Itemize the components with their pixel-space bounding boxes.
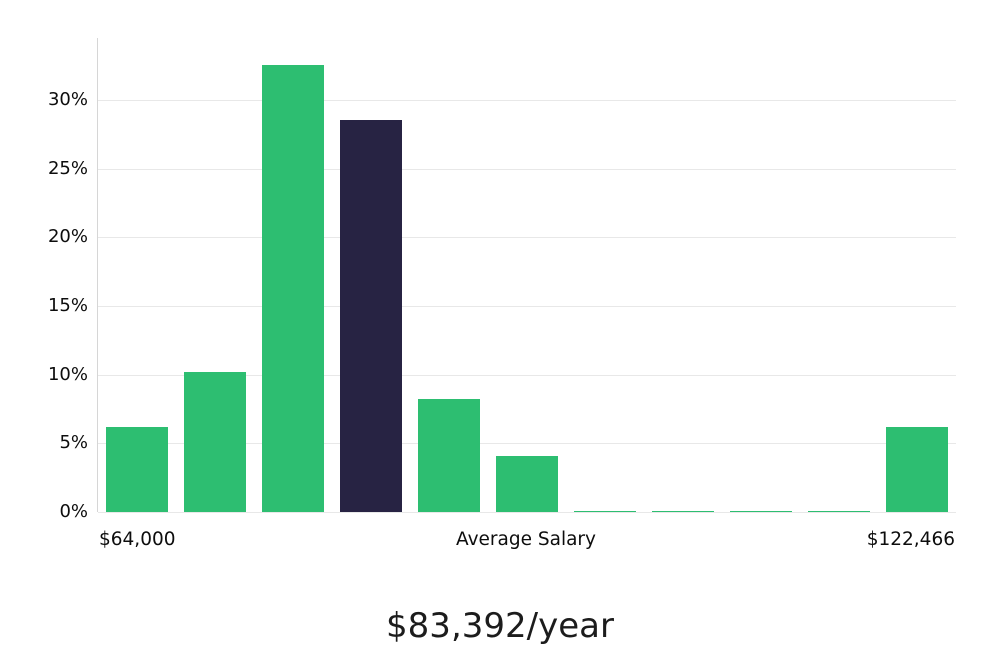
gridline [98, 443, 956, 445]
gridline [98, 168, 956, 170]
gridline [98, 237, 956, 239]
bar [184, 371, 246, 512]
y-axis-tick-label: 10% [47, 363, 88, 385]
bar [808, 510, 870, 512]
bar [496, 455, 558, 512]
gridline [98, 512, 956, 513]
bar [106, 426, 168, 512]
bar [886, 426, 948, 512]
bar [574, 510, 636, 512]
y-axis-tick-label: 25% [47, 157, 88, 179]
x-axis-labels: $64,000 Average Salary $122,466 [97, 529, 955, 555]
x-axis-label-min: $64,000 [99, 529, 176, 550]
average-salary-value: $83,392/year [386, 606, 614, 646]
bar [262, 65, 324, 512]
plot-area [97, 38, 956, 513]
x-axis-label-center: Average Salary [456, 529, 596, 550]
bar [418, 399, 480, 512]
bar [730, 510, 792, 512]
gridline [98, 305, 956, 307]
gridline [98, 99, 956, 101]
y-axis-tick-label: 15% [47, 294, 88, 316]
x-axis-label-max: $122,466 [866, 529, 955, 550]
bar [652, 510, 714, 512]
y-axis-tick-label: 30% [47, 88, 88, 110]
gridline [98, 374, 956, 376]
y-axis-tick-label: 5% [59, 432, 88, 454]
y-axis-tick-label: 20% [47, 226, 88, 248]
bar-highlighted [340, 120, 402, 512]
y-axis-tick-label: 0% [59, 501, 88, 522]
